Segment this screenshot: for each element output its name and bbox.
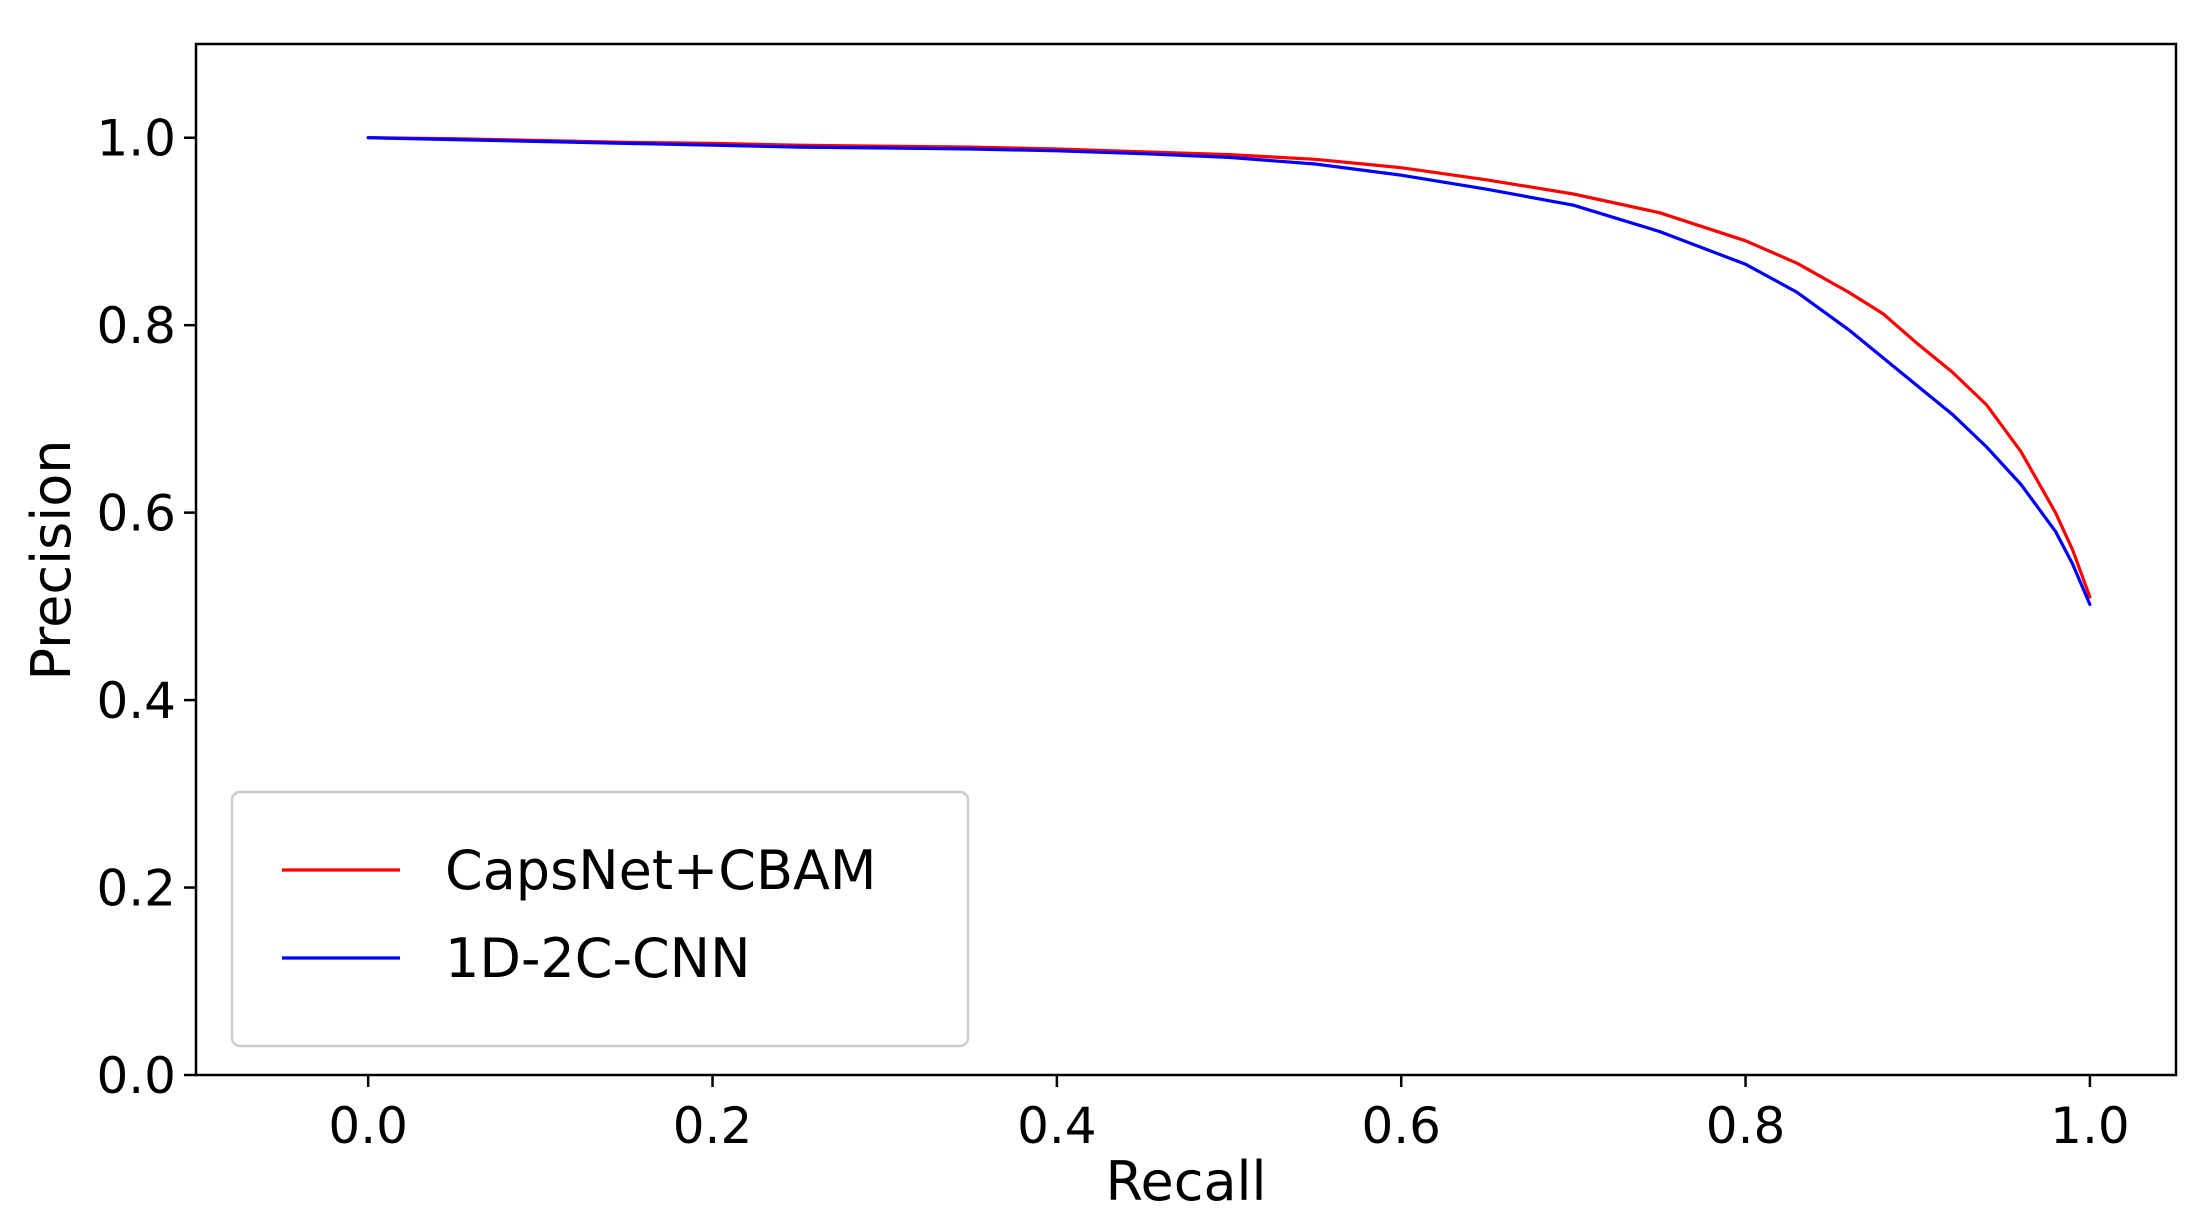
y-tick-label: 0.2: [96, 860, 176, 918]
x-axis-label: Recall: [1105, 1150, 1266, 1213]
x-axis: 0.0 0.2 0.4 0.6 0.8 1.0: [328, 1075, 2130, 1155]
y-axis-label: Precision: [20, 440, 83, 681]
y-tick-label: 0.6: [96, 485, 176, 543]
y-tick-label: 0.0: [96, 1047, 176, 1105]
legend-label-0: CapsNet+CBAM: [445, 839, 877, 902]
series-line-0: [366, 136, 2092, 599]
x-tick-label: 1.0: [2050, 1097, 2130, 1155]
series-line-1: [366, 136, 2092, 607]
series-layer: [366, 136, 2092, 607]
y-tick-label: 1.0: [96, 110, 176, 168]
x-tick-label: 0.6: [1361, 1097, 1441, 1155]
y-axis: 0.0 0.2 0.4 0.6 0.8 1.0: [96, 110, 196, 1105]
y-tick-label: 0.8: [96, 297, 176, 355]
x-tick-label: 0.0: [328, 1097, 408, 1155]
x-tick-label: 0.2: [673, 1097, 753, 1155]
y-tick-label: 0.4: [96, 672, 176, 730]
plot-frame: [194, 42, 2178, 1077]
legend-box: [230, 790, 970, 1048]
x-tick-label: 0.4: [1017, 1097, 1097, 1155]
legend: CapsNet+CBAM 1D-2C-CNN: [230, 790, 970, 1048]
legend-label-1: 1D-2C-CNN: [445, 927, 750, 990]
x-tick-label: 0.8: [1706, 1097, 1786, 1155]
